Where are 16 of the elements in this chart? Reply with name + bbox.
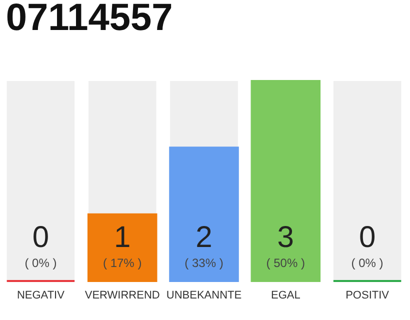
chart-title: 07114557: [6, 0, 173, 39]
annotation: ( 17% ): [103, 256, 142, 270]
data-label: 3: [277, 221, 294, 254]
data-label: 1: [114, 221, 131, 254]
annotation: ( 33% ): [184, 256, 224, 270]
annotation: ( 0% ): [351, 256, 384, 270]
data-label: 0: [32, 221, 50, 254]
x-tick-label: POSITIV: [346, 290, 390, 302]
x-tick-label: UNBEKANNTE: [166, 290, 242, 302]
x-tick-label: NEGATIV: [16, 290, 66, 302]
annotation: ( 0% ): [24, 256, 57, 270]
data-label: 2: [196, 221, 212, 254]
data-label: 0: [358, 221, 376, 254]
x-tick-label: EGAL: [270, 290, 300, 302]
x-tick-label: VERWIRREND: [84, 290, 160, 302]
annotation: ( 50% ): [266, 256, 305, 270]
